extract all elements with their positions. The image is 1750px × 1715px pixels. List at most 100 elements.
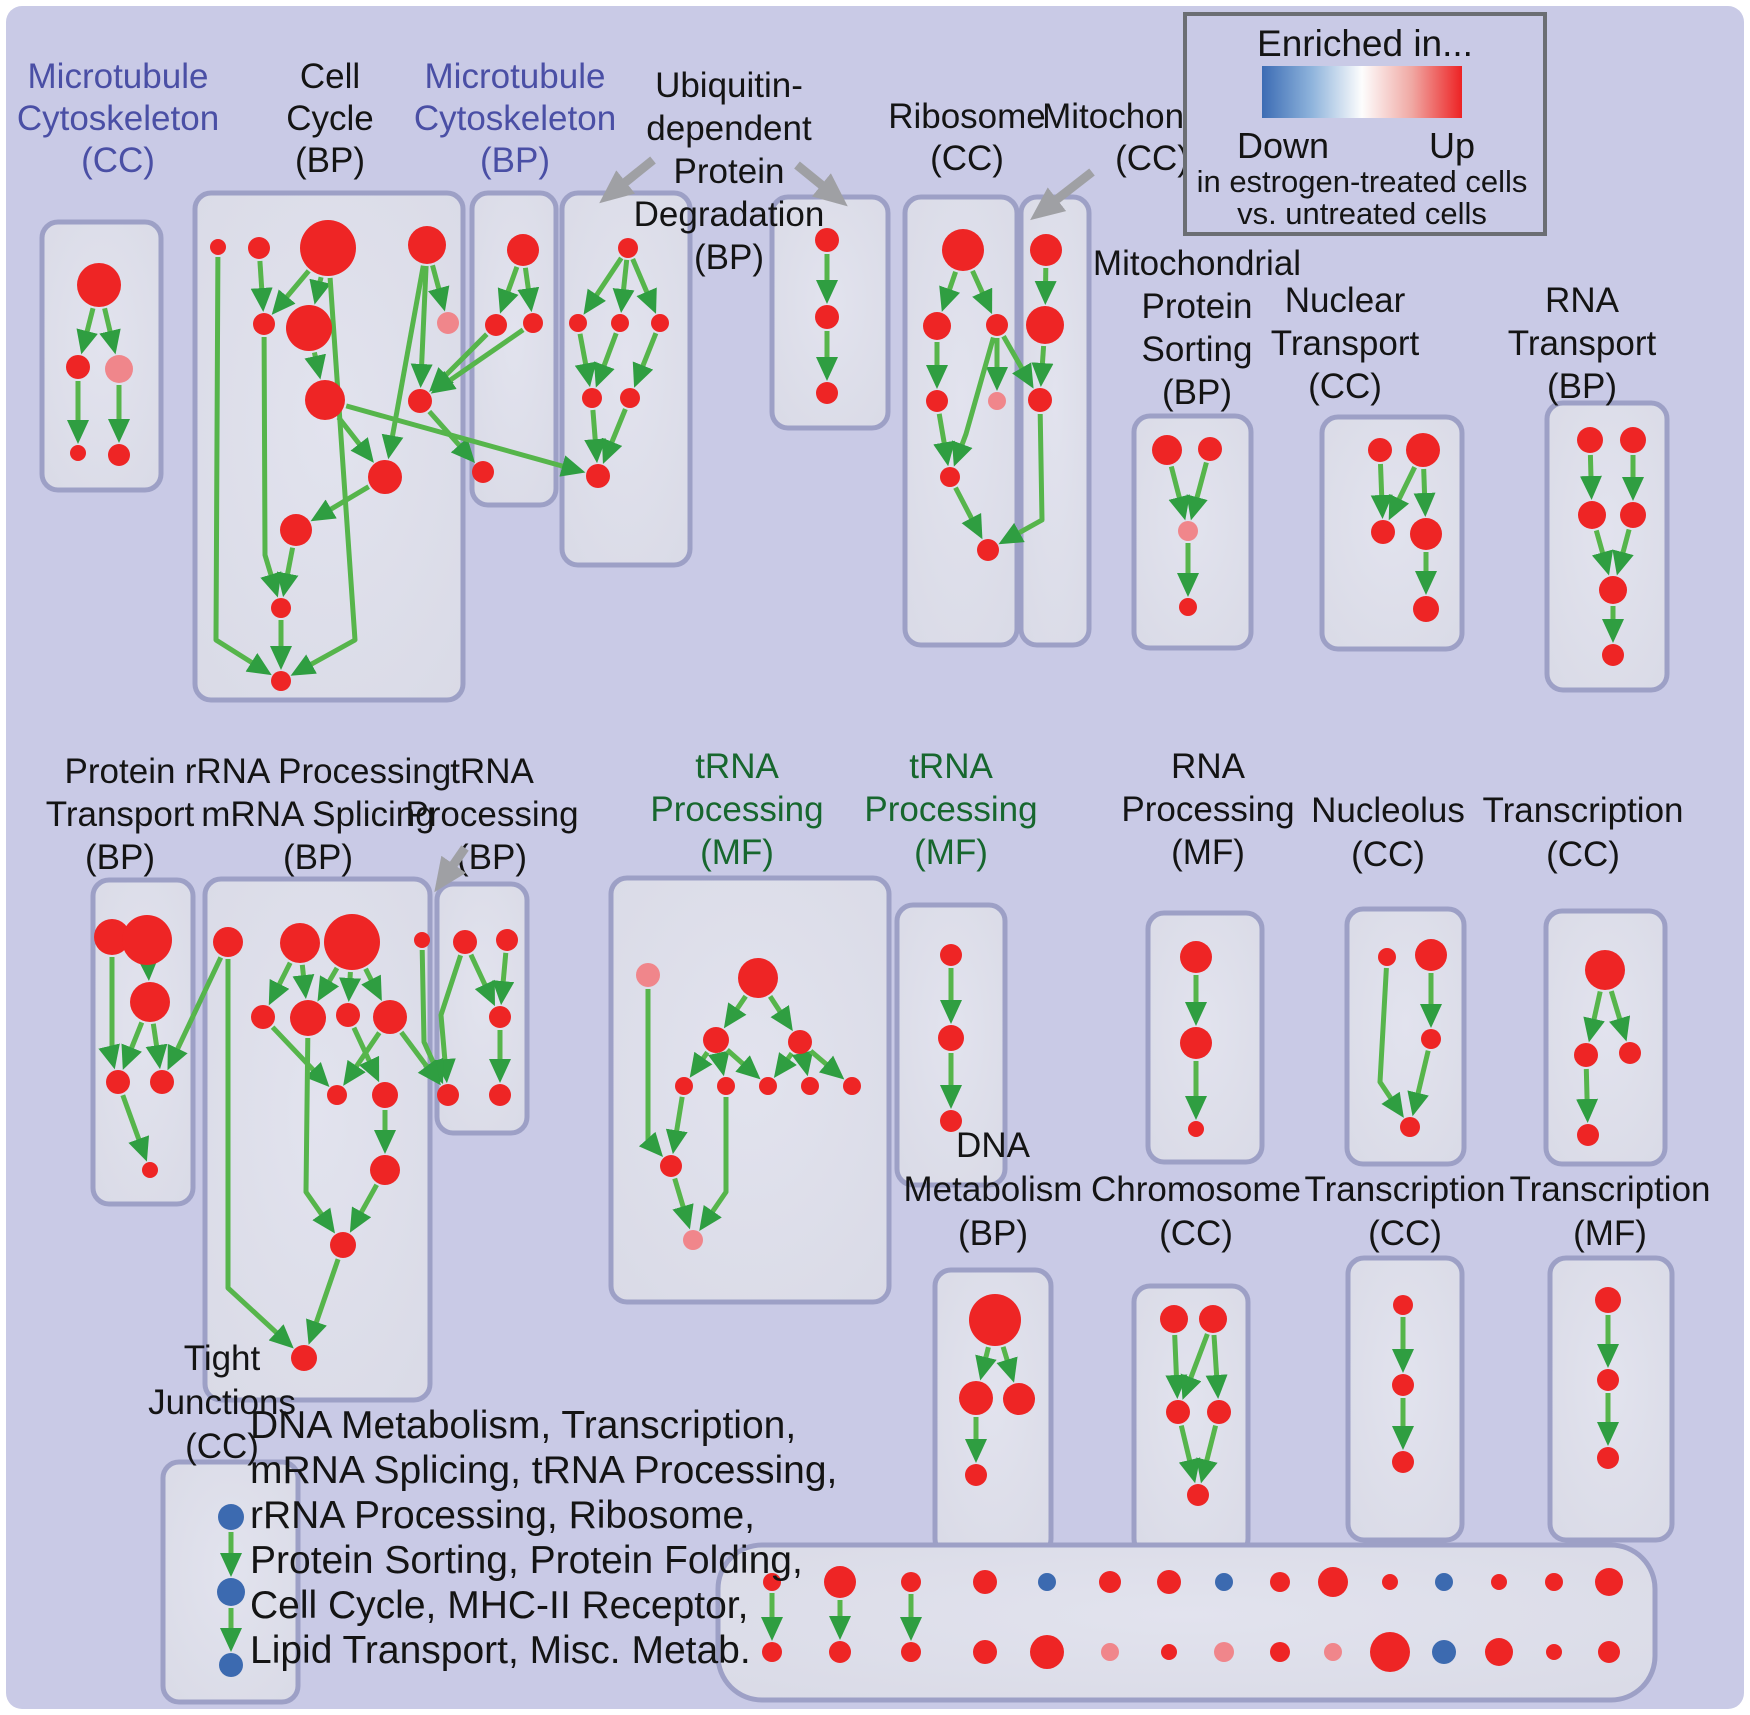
misc-categories-text: Cell Cycle, MHC-II Receptor, — [250, 1584, 748, 1627]
enrichment-edge — [345, 403, 586, 477]
enrichment-edge — [317, 966, 340, 1002]
go-term-node — [251, 1005, 275, 1029]
cluster-label-trna-processing-bp: Processing — [405, 795, 578, 834]
enrichment-edge — [672, 1177, 694, 1230]
enrichment-edge — [1388, 466, 1417, 521]
legend-down-label: Down — [1237, 125, 1329, 166]
cluster-label-ribosome: Ribosome — [888, 97, 1046, 136]
cluster-label-rna-transport: RNA — [1545, 281, 1620, 320]
enrichment-edge — [1608, 990, 1631, 1042]
go-term-node — [213, 927, 243, 957]
go-term-node — [106, 1070, 130, 1094]
enrichment-edge — [996, 1346, 1018, 1383]
go-term-node — [1178, 521, 1198, 541]
go-term-node — [1435, 1573, 1453, 1591]
enrichment-edge — [638, 989, 664, 1158]
enrichment-edge — [1591, 529, 1614, 576]
go-term-node — [1392, 1451, 1414, 1473]
go-term-node — [1400, 1117, 1420, 1137]
go-term-node — [1578, 501, 1606, 529]
go-term-node — [1620, 502, 1646, 528]
go-term-node — [1180, 941, 1212, 973]
enrichment-edge — [430, 327, 525, 394]
enrichment-edge — [433, 954, 463, 1084]
go-term-node — [1161, 1644, 1177, 1660]
cluster-label-dna-metabolism: DNA — [956, 1126, 1031, 1165]
go-term-node — [1595, 1568, 1623, 1596]
enrichment-edge — [468, 953, 495, 1007]
go-term-node — [300, 220, 356, 276]
go-term-node — [1597, 1447, 1619, 1469]
go-term-node — [1207, 1400, 1231, 1424]
cluster-label-cell-cycle: Cycle — [286, 99, 374, 138]
enrichment-edge — [933, 413, 955, 467]
enrichment-edge — [492, 952, 515, 1006]
go-term-node — [660, 1155, 682, 1177]
enrichment-edge — [310, 484, 370, 522]
cluster-box-transcription-cc-1 — [1543, 908, 1668, 1167]
legend-title: Enriched in... — [1257, 23, 1473, 64]
go-term-node — [582, 388, 602, 408]
go-term-node — [1597, 1369, 1619, 1391]
go-term-node — [210, 239, 226, 255]
enrichment-edge — [1196, 1424, 1219, 1484]
go-term-node — [496, 929, 518, 951]
enrichment-edge — [361, 967, 382, 1001]
go-term-node — [959, 1381, 993, 1415]
go-term-node — [1620, 427, 1646, 453]
misc-categories-text: Lipid Transport, Misc. Metab. — [250, 1629, 751, 1672]
cluster-label-protein-transport: Transport — [46, 795, 195, 834]
go-term-node — [108, 444, 130, 466]
go-term-node — [372, 1082, 398, 1108]
go-term-node — [1152, 435, 1182, 465]
go-term-node — [280, 923, 320, 963]
enrichment-edge — [271, 269, 311, 315]
go-term-node — [843, 1077, 861, 1095]
go-term-node — [305, 380, 345, 420]
go-term-node — [816, 382, 838, 404]
go-term-node — [940, 944, 962, 966]
go-term-node — [217, 1578, 245, 1606]
cluster-label-protein-transport: Protein — [65, 752, 176, 791]
go-term-node — [1393, 1295, 1413, 1315]
go-term-node — [965, 1464, 987, 1486]
enrichment-edge — [584, 409, 607, 464]
go-term-node — [94, 919, 130, 955]
enrichment-edge — [951, 336, 996, 467]
cluster-label-tight-junctions: Junctions — [148, 1383, 296, 1422]
go-term-node — [1415, 939, 1447, 971]
go-term-node — [408, 226, 446, 264]
go-term-node — [1003, 1383, 1035, 1415]
go-term-node — [569, 314, 587, 332]
cluster-box-mitochondrion — [1018, 194, 1092, 648]
annotation-arrow-icon — [434, 845, 469, 893]
enrichment-edge — [517, 267, 540, 313]
enrichment-edge — [1612, 528, 1634, 576]
enrichment-edge — [1576, 1068, 1599, 1123]
go-term-node — [586, 464, 610, 488]
go-term-node — [1270, 1572, 1290, 1592]
go-term-node — [1101, 1643, 1119, 1661]
go-term-node — [1187, 1484, 1209, 1506]
go-term-node — [636, 963, 660, 987]
cluster-label-nuclear-transport: Transport — [1271, 324, 1420, 363]
enrichment-edge — [593, 332, 619, 388]
enrichment-edge — [304, 351, 326, 380]
enrichment-edge — [1583, 990, 1605, 1043]
enrichment-edge — [349, 1183, 379, 1233]
go-term-node — [414, 932, 430, 948]
cluster-label-protein-transport: (BP) — [85, 838, 155, 877]
enrichment-edge — [768, 995, 793, 1032]
enrichment-edge — [336, 415, 374, 463]
enrichment-edge — [1031, 345, 1054, 387]
go-term-node — [1099, 1571, 1121, 1593]
go-term-node — [1160, 1305, 1188, 1333]
go-term-node — [1599, 576, 1627, 604]
cluster-label-trna-processing-mf-1: (MF) — [700, 833, 774, 872]
go-term-node — [1166, 1400, 1190, 1424]
cluster-label-rna-transport: (BP) — [1547, 367, 1617, 406]
go-term-node — [1215, 1573, 1233, 1591]
go-term-node — [66, 355, 90, 379]
go-term-node — [368, 460, 402, 494]
